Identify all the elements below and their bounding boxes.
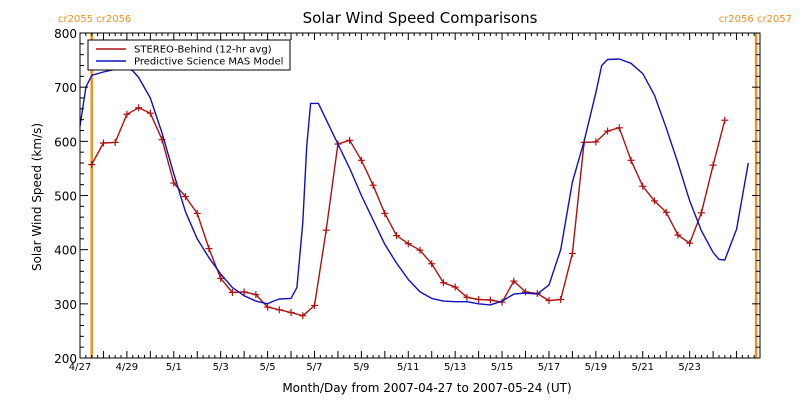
y-tick-label: 400 (54, 244, 77, 258)
carrington-label: cr2056 cr2057 (719, 14, 792, 25)
axes: 200 300 400 500 600 700 800 4/27 4/29 5/1 5/3 5/5 5/… (54, 27, 761, 373)
data-point (545, 297, 553, 305)
data-point (193, 209, 201, 217)
data-point (686, 239, 694, 247)
data-point (709, 161, 717, 169)
data-point (228, 288, 236, 296)
x-tick-label: 5/9 (353, 362, 369, 373)
y-axis-title: Solar Wind Speed (km/s) (30, 123, 44, 271)
x-tick-label: 5/11 (397, 362, 419, 373)
data-point (662, 208, 670, 216)
data-point (182, 193, 190, 201)
data-point (416, 246, 424, 254)
data-point (299, 312, 307, 320)
data-point (486, 296, 494, 304)
data-point (111, 138, 119, 146)
data-point (287, 309, 295, 316)
data-point (439, 279, 447, 287)
carrington-label: cr2055 cr2056 (58, 14, 131, 25)
data-point (627, 156, 635, 164)
data-point (135, 104, 143, 112)
x-tick-label: 5/1 (166, 362, 182, 373)
data-point (88, 161, 96, 169)
data-point (451, 283, 459, 291)
y-tick-label: 800 (54, 27, 77, 41)
y-tick-label: 700 (54, 81, 77, 95)
data-point (369, 181, 377, 189)
data-point (310, 301, 318, 309)
data-point (522, 288, 530, 296)
data-point (217, 274, 225, 282)
data-point (697, 209, 705, 217)
series-line-1 (91, 107, 726, 317)
data-point (568, 249, 576, 257)
data-point (463, 293, 471, 301)
data-point (393, 232, 401, 240)
data-point (428, 260, 436, 268)
data-point (264, 303, 272, 311)
data-point (721, 116, 729, 124)
x-tick-label: 5/17 (538, 362, 560, 373)
data-point (322, 226, 330, 234)
data-point (357, 156, 365, 164)
x-tick-label: 5/5 (260, 362, 276, 373)
data-point (123, 110, 131, 118)
data-point (557, 296, 565, 303)
legend-label-2: Predictive Science MAS Model (134, 57, 283, 68)
data-point (510, 277, 518, 285)
data-point (404, 240, 412, 248)
y-tick-label: 600 (54, 135, 77, 149)
data-point (99, 139, 107, 147)
series-line-2 (79, 58, 749, 306)
legend-label-1: STEREO-Behind (12-hr avg) (134, 45, 272, 56)
data-point (639, 182, 647, 190)
y-tick-label: 500 (54, 190, 77, 204)
data-point (674, 231, 682, 239)
data-point (615, 124, 623, 132)
data-point (475, 296, 483, 303)
x-tick-label: 5/13 (444, 362, 466, 373)
data-point (650, 197, 658, 205)
x-tick-label: 4/29 (116, 362, 138, 373)
data-point (592, 138, 600, 146)
x-axis-title: Month/Day from 2007-04-27 to 2007-05-24 … (282, 381, 571, 395)
x-tick-label: 5/15 (491, 362, 513, 373)
data-point (146, 109, 154, 117)
data-point (275, 306, 283, 314)
data-point (205, 245, 213, 253)
data-point (381, 209, 389, 217)
chart-title: Solar Wind Speed Comparisons (303, 9, 538, 27)
data-point (240, 288, 248, 296)
x-tick-label: 5/3 (213, 362, 229, 373)
legend-box (87, 39, 291, 71)
series-group (79, 58, 749, 320)
data-point (252, 291, 260, 299)
y-tick-label: 300 (54, 298, 77, 312)
x-tick-label: 5/7 (306, 362, 322, 373)
x-tick-label: 5/21 (632, 362, 654, 373)
data-point (346, 136, 354, 144)
data-point (604, 127, 612, 135)
x-tick-label: 5/23 (678, 362, 700, 373)
legend: STEREO-Behind (12-hr avg)Predictive Scie… (87, 39, 291, 71)
x-tick-label: 5/19 (585, 362, 607, 373)
y-tick-label: 200 (54, 352, 77, 366)
x-tick-label: 4/27 (69, 362, 91, 373)
plot-frame (79, 32, 761, 359)
